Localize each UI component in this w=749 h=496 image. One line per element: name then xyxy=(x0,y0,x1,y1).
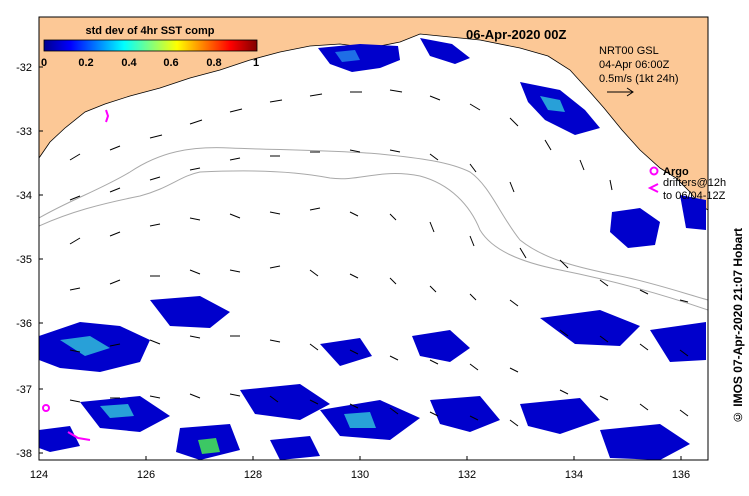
y-tick-label: -37 xyxy=(16,384,32,396)
y-tick-label: -33 xyxy=(16,126,32,138)
y-tick-label: -35 xyxy=(16,254,32,266)
colorbar-tick: 0.2 xyxy=(78,57,93,69)
sst-patches xyxy=(39,38,706,460)
x-tick-label: 128 xyxy=(244,469,262,481)
current-vectors xyxy=(69,89,689,427)
colorbar-gradient xyxy=(43,39,258,52)
colorbar-label: std dev of 4hr SST comp xyxy=(86,25,215,37)
y-tick-label: -34 xyxy=(16,190,32,202)
y-axis: -32 -33 -34 -35 -36 -37 -38 xyxy=(16,62,43,460)
x-tick-label: 124 xyxy=(30,469,48,481)
colorbar-tick: 1 xyxy=(253,57,259,69)
imos-credit: © IMOS 07-Apr-2020 21:07 Hobart xyxy=(731,228,745,425)
x-tick-label: 136 xyxy=(672,469,690,481)
x-axis: 124 126 128 130 132 134 136 xyxy=(30,456,690,481)
x-tick-label: 126 xyxy=(137,469,155,481)
y-tick-label: -38 xyxy=(16,448,32,460)
drifters-label-line2: to 06/04-12Z xyxy=(663,190,726,202)
model-label: NRT00 GSL xyxy=(599,45,659,57)
colorbar-tick: 0.6 xyxy=(163,57,178,69)
current-scale: 0.5m/s (1kt 24h) xyxy=(599,73,678,85)
land-australia xyxy=(39,17,708,211)
y-tick-label: -36 xyxy=(16,318,32,330)
plot-frame xyxy=(38,16,709,461)
bathymetry-contours xyxy=(39,147,708,311)
colorbar: std dev of 4hr SST comp 0 0.2 0.4 0.6 0.… xyxy=(41,25,259,69)
colorbar-tick: 0.8 xyxy=(206,57,221,69)
drifters-label-line1: drifters@12h xyxy=(663,177,726,189)
y-tick-label: -32 xyxy=(16,62,32,74)
scale-arrow-icon xyxy=(607,87,634,97)
current-scale-legend: NRT00 GSL 04-Apr 06:00Z 0.5m/s (1kt 24h) xyxy=(599,45,678,97)
drifter-tracks xyxy=(67,109,110,441)
model-time: 04-Apr 06:00Z xyxy=(599,59,670,71)
drifter-legend-icon xyxy=(647,183,659,193)
colorbar-tick: 0.4 xyxy=(121,57,137,69)
x-tick-label: 132 xyxy=(458,469,476,481)
x-tick-label: 130 xyxy=(351,469,369,481)
colorbar-tick: 0 xyxy=(41,57,47,69)
float-legend: Argo drifters@12h to 06/04-12Z xyxy=(647,166,726,202)
map-title: 06-Apr-2020 00Z xyxy=(466,27,566,42)
argo-legend-icon xyxy=(649,166,659,176)
argo-label: Argo xyxy=(663,166,689,178)
x-tick-label: 134 xyxy=(565,469,583,481)
argo-float-marker xyxy=(42,404,50,412)
